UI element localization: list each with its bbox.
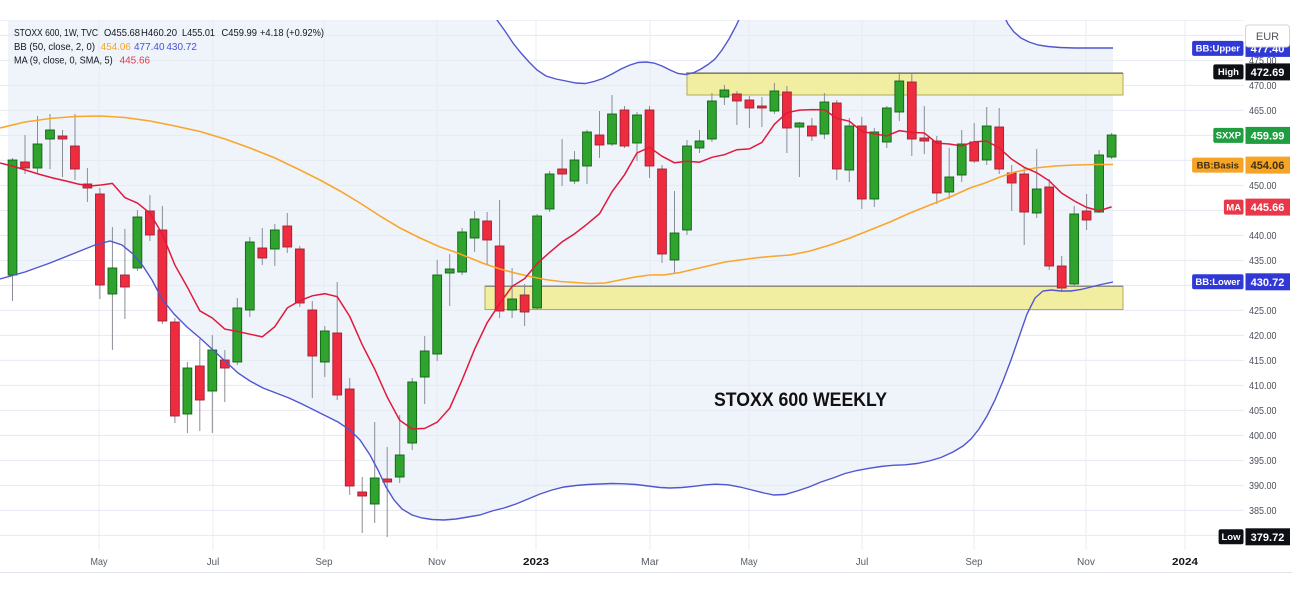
svg-text:470.00: 470.00: [1249, 80, 1277, 92]
svg-text:O455.68: O455.68: [104, 27, 140, 39]
svg-text:Low: Low: [1222, 532, 1242, 543]
svg-text:Jul: Jul: [207, 556, 220, 568]
svg-text:415.00: 415.00: [1249, 355, 1277, 367]
svg-text:Mar: Mar: [641, 556, 659, 568]
svg-text:385.00: 385.00: [1249, 505, 1277, 517]
svg-text:BB:Basis: BB:Basis: [1197, 160, 1239, 171]
svg-text:BB:Lower: BB:Lower: [1195, 277, 1240, 288]
svg-text:Nov: Nov: [428, 556, 447, 568]
svg-text:454.06: 454.06: [1251, 160, 1285, 172]
svg-text:440.00: 440.00: [1249, 230, 1277, 242]
svg-text:430.72: 430.72: [166, 41, 197, 53]
svg-text:410.00: 410.00: [1249, 380, 1277, 392]
svg-text:454.06: 454.06: [101, 41, 131, 53]
svg-text:H460.20: H460.20: [141, 27, 177, 39]
svg-text:BB (50, close, 2, 0): BB (50, close, 2, 0): [14, 41, 95, 53]
svg-text:MA: MA: [1226, 202, 1241, 213]
svg-text:SXXP: SXXP: [1216, 131, 1242, 142]
svg-text:BB:Upper: BB:Upper: [1196, 44, 1241, 55]
svg-text:May: May: [741, 556, 759, 568]
svg-text:May: May: [91, 556, 109, 568]
svg-text:Sep: Sep: [966, 556, 983, 568]
svg-text:EUR: EUR: [1256, 31, 1279, 43]
svg-text:379.72: 379.72: [1251, 532, 1285, 544]
svg-text:477.40: 477.40: [134, 41, 165, 53]
svg-text:395.00: 395.00: [1249, 455, 1277, 467]
svg-text:Sep: Sep: [316, 556, 333, 568]
svg-text:MA (9, close, 0, SMA, 5): MA (9, close, 0, SMA, 5): [14, 54, 113, 66]
svg-text:STOXX 600 WEEKLY: STOXX 600 WEEKLY: [714, 390, 887, 411]
svg-text:High: High: [1218, 67, 1239, 78]
svg-text:L455.01: L455.01: [182, 27, 215, 39]
svg-text:STOXX 600, 1W, TVC: STOXX 600, 1W, TVC: [14, 27, 98, 39]
svg-text:420.00: 420.00: [1249, 330, 1277, 342]
svg-text:390.00: 390.00: [1249, 480, 1277, 492]
svg-text:435.00: 435.00: [1249, 255, 1277, 267]
svg-text:450.00: 450.00: [1249, 180, 1277, 192]
svg-text:465.00: 465.00: [1249, 105, 1277, 117]
svg-text:400.00: 400.00: [1249, 430, 1277, 442]
svg-text:2023: 2023: [523, 556, 549, 568]
svg-text:405.00: 405.00: [1249, 405, 1277, 417]
svg-text:+4.18 (+0.92%): +4.18 (+0.92%): [260, 27, 324, 39]
svg-text:445.66: 445.66: [1251, 202, 1285, 214]
svg-text:472.69: 472.69: [1251, 67, 1285, 79]
svg-text:Nov: Nov: [1077, 556, 1096, 568]
svg-text:445.66: 445.66: [120, 54, 151, 66]
svg-text:459.99: 459.99: [1251, 130, 1285, 142]
svg-text:425.00: 425.00: [1249, 305, 1277, 317]
svg-text:Jul: Jul: [856, 556, 869, 568]
svg-text:2024: 2024: [1172, 556, 1198, 568]
svg-text:430.72: 430.72: [1251, 277, 1285, 289]
svg-text:C459.99: C459.99: [222, 27, 258, 39]
